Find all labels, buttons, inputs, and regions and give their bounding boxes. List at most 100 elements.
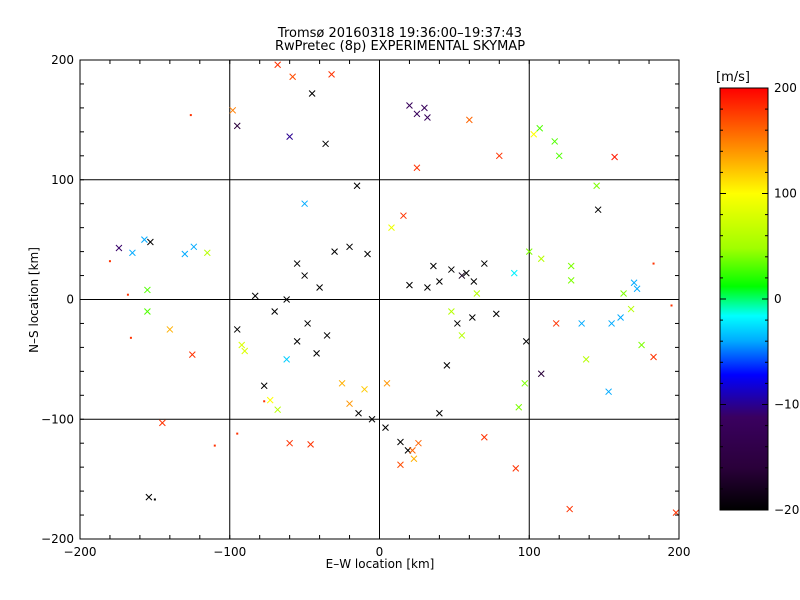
data-point-x-stroke [611, 153, 618, 161]
data-point-x-stroke [552, 320, 560, 327]
data-point-x [397, 438, 404, 446]
data-point-x-stroke [260, 382, 268, 390]
data-point-x-stroke [409, 447, 416, 454]
data-point-x-stroke [470, 278, 478, 285]
data-point-x-stroke [159, 419, 166, 427]
data-point-x-stroke [323, 332, 331, 339]
data-point-x-stroke [355, 409, 362, 417]
data-point-x [233, 326, 241, 333]
data-point-x-stroke [274, 406, 282, 414]
data-point-x [465, 116, 473, 124]
data-point-x [594, 206, 602, 214]
data-point-x-stroke [301, 200, 308, 208]
data-point-x-stroke [203, 249, 211, 257]
data-point-x [301, 200, 308, 208]
data-point-x-stroke [364, 250, 371, 258]
data-point-x [530, 130, 538, 138]
data-point-x-stroke [301, 272, 308, 279]
x-tick-label: 200 [668, 545, 691, 559]
data-point-x-stroke [346, 243, 353, 251]
data-point-x-stroke [331, 248, 338, 255]
data-point-x-stroke [283, 296, 291, 303]
data-point-x [567, 262, 575, 270]
y-tick-label: −100 [41, 412, 74, 426]
data-point-x-stroke [567, 276, 575, 284]
data-point-x [274, 61, 282, 69]
chart-title: Tromsø 20160318 19:36:00–19:37:43 [277, 26, 523, 41]
data-point-x [229, 106, 237, 114]
data-point-x [611, 153, 618, 161]
data-point-dot [263, 400, 266, 403]
data-point-x-stroke [233, 326, 241, 333]
data-point-x-stroke [582, 356, 590, 363]
data-point-x [301, 272, 308, 279]
data-point-x [289, 73, 296, 81]
data-point-x [480, 433, 488, 441]
data-point-x-stroke [436, 278, 443, 285]
data-point-x [406, 102, 413, 109]
data-point-x [480, 260, 488, 267]
data-point-x-stroke [413, 110, 421, 118]
data-point-x [424, 114, 431, 121]
data-point-x [322, 140, 329, 148]
data-point-x [617, 314, 624, 321]
data-point-x [397, 461, 404, 469]
data-point-dot [129, 336, 132, 339]
data-point-x-stroke [530, 130, 538, 138]
data-point-x-stroke [627, 305, 635, 313]
data-point-x-stroke [382, 424, 389, 431]
data-point-x-stroke [241, 347, 249, 355]
data-point-x-stroke [400, 212, 407, 220]
data-point-x [537, 255, 545, 263]
data-point-x [468, 314, 476, 321]
data-point-x [115, 244, 123, 252]
data-point-x [458, 272, 466, 279]
data-point-dot [652, 262, 655, 265]
data-point-dot [670, 304, 673, 307]
data-point-x [630, 279, 638, 287]
data-point-x [436, 409, 443, 417]
data-point-x-stroke [361, 385, 368, 393]
data-point-x [458, 332, 466, 339]
data-point-x [593, 182, 600, 190]
data-point-x-stroke [293, 338, 301, 345]
data-point-x [145, 493, 153, 501]
colorbar-tick-label: 0 [774, 292, 782, 306]
data-points [108, 61, 680, 517]
data-point-x [286, 133, 294, 140]
data-point-x-stroke [293, 260, 301, 267]
data-point-x-stroke [594, 206, 602, 214]
data-point-x [555, 152, 563, 160]
data-point-x-stroke [346, 400, 353, 408]
data-point-x-stroke [521, 379, 529, 387]
data-point-x-stroke [274, 61, 282, 69]
data-point-x [633, 285, 641, 293]
data-point-x [188, 351, 196, 358]
data-point-x-stroke [286, 133, 294, 140]
colorbar-tick-label: 100 [774, 187, 797, 201]
data-point-x [473, 290, 481, 297]
data-point-x [361, 385, 368, 393]
data-point-x [492, 310, 500, 318]
data-point-x [620, 290, 627, 297]
data-point-x [536, 124, 544, 132]
data-point-x [293, 338, 301, 345]
data-point-x-stroke [271, 308, 279, 315]
data-point-x [144, 308, 151, 315]
data-point-x-stroke [443, 362, 451, 369]
data-point-x [129, 249, 136, 257]
data-point-x [238, 341, 246, 349]
data-point-x-stroke [650, 353, 657, 361]
data-point-x-stroke [578, 320, 586, 327]
data-point-x [241, 347, 249, 355]
data-point-x [525, 248, 533, 255]
data-point-x [578, 320, 586, 327]
data-point-x-stroke [338, 379, 346, 387]
data-point-x [627, 305, 635, 313]
data-point-x [331, 248, 338, 255]
data-point-x-stroke [492, 310, 500, 318]
axis-ticks: −200 −100 0 100 200 −200 −100 0 100 200 [41, 53, 690, 559]
data-point-x-stroke [672, 509, 680, 517]
data-point-x-stroke [289, 73, 296, 81]
data-point-x [436, 278, 443, 285]
